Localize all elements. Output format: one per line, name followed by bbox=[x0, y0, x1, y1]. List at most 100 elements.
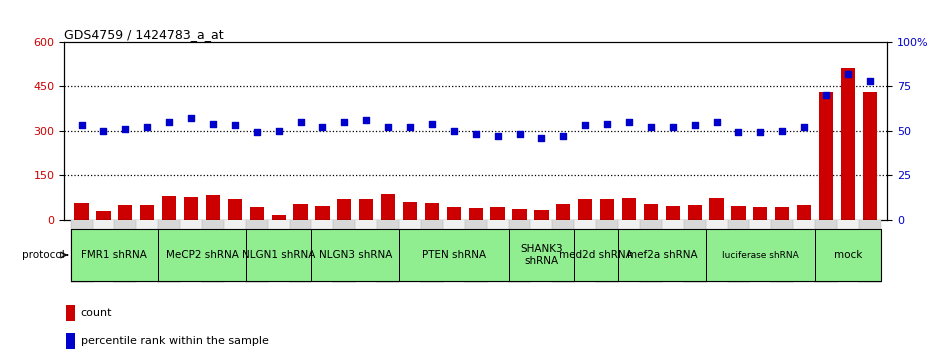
Bar bbox=[771, 220, 793, 283]
Bar bbox=[137, 220, 158, 283]
Text: percentile rank within the sample: percentile rank within the sample bbox=[81, 336, 268, 346]
Bar bbox=[622, 198, 636, 220]
Point bbox=[227, 122, 242, 128]
Bar bbox=[797, 205, 811, 220]
Point bbox=[643, 124, 658, 130]
Bar bbox=[750, 220, 771, 283]
FancyBboxPatch shape bbox=[71, 229, 158, 281]
Bar bbox=[688, 205, 702, 220]
Point bbox=[184, 115, 199, 121]
Bar bbox=[184, 197, 198, 220]
Text: PTEN shRNA: PTEN shRNA bbox=[422, 250, 486, 260]
FancyBboxPatch shape bbox=[618, 229, 706, 281]
Point bbox=[665, 124, 680, 130]
Text: mock: mock bbox=[834, 250, 862, 260]
Point bbox=[250, 130, 265, 135]
Bar bbox=[421, 220, 443, 283]
FancyBboxPatch shape bbox=[575, 229, 618, 281]
Bar bbox=[754, 207, 768, 220]
Bar bbox=[464, 220, 487, 283]
Text: SHANK3
shRNA: SHANK3 shRNA bbox=[520, 244, 562, 266]
Point bbox=[205, 121, 220, 126]
FancyBboxPatch shape bbox=[312, 229, 399, 281]
Bar bbox=[447, 207, 461, 220]
Bar bbox=[92, 220, 114, 283]
Point bbox=[512, 131, 527, 137]
Text: FMR1 shRNA: FMR1 shRNA bbox=[81, 250, 147, 260]
Bar bbox=[706, 220, 727, 283]
Bar bbox=[491, 207, 505, 220]
Bar bbox=[399, 220, 421, 283]
Point bbox=[490, 133, 505, 139]
Bar bbox=[67, 305, 75, 321]
Bar bbox=[863, 92, 877, 220]
FancyBboxPatch shape bbox=[509, 229, 575, 281]
Point bbox=[534, 135, 549, 141]
Text: protocol: protocol bbox=[22, 250, 64, 260]
Bar bbox=[643, 204, 658, 220]
Point bbox=[819, 92, 834, 98]
Bar bbox=[666, 206, 680, 220]
Bar bbox=[228, 199, 242, 220]
Bar bbox=[268, 220, 289, 283]
Bar bbox=[293, 204, 308, 220]
Bar bbox=[552, 220, 575, 283]
Point bbox=[271, 128, 286, 134]
Text: NLGN1 shRNA: NLGN1 shRNA bbox=[242, 250, 316, 260]
Point bbox=[139, 124, 154, 130]
Bar bbox=[775, 207, 789, 220]
Bar bbox=[140, 205, 154, 220]
Bar bbox=[271, 215, 285, 220]
Bar bbox=[250, 207, 264, 220]
Bar bbox=[119, 205, 133, 220]
FancyBboxPatch shape bbox=[158, 229, 246, 281]
Point bbox=[402, 124, 417, 130]
Bar bbox=[359, 199, 373, 220]
Bar bbox=[815, 220, 837, 283]
Bar bbox=[793, 220, 815, 283]
Text: luciferase shRNA: luciferase shRNA bbox=[722, 250, 799, 260]
Point bbox=[709, 119, 724, 125]
Bar bbox=[640, 220, 662, 283]
Bar bbox=[74, 203, 89, 220]
Bar bbox=[355, 220, 377, 283]
Text: MeCP2 shRNA: MeCP2 shRNA bbox=[166, 250, 238, 260]
Bar bbox=[709, 198, 723, 220]
Point bbox=[74, 122, 89, 128]
Bar bbox=[600, 199, 614, 220]
FancyBboxPatch shape bbox=[815, 229, 881, 281]
Bar bbox=[316, 206, 330, 220]
Text: GDS4759 / 1424783_a_at: GDS4759 / 1424783_a_at bbox=[64, 28, 223, 41]
Bar bbox=[819, 92, 833, 220]
Bar bbox=[289, 220, 312, 283]
Bar bbox=[381, 193, 396, 220]
Point bbox=[577, 122, 593, 128]
Bar bbox=[596, 220, 618, 283]
Point bbox=[447, 128, 462, 134]
Bar bbox=[333, 220, 355, 283]
Point bbox=[622, 119, 637, 125]
Bar bbox=[684, 220, 706, 283]
Bar bbox=[114, 220, 137, 283]
Bar bbox=[162, 196, 176, 220]
Bar bbox=[727, 220, 750, 283]
Bar bbox=[556, 204, 571, 220]
Bar bbox=[158, 220, 180, 283]
Bar bbox=[530, 220, 552, 283]
Bar bbox=[575, 220, 596, 283]
Bar bbox=[534, 210, 548, 220]
Bar bbox=[841, 68, 855, 220]
Point bbox=[162, 119, 177, 125]
Bar bbox=[403, 203, 417, 220]
FancyBboxPatch shape bbox=[706, 229, 815, 281]
Point bbox=[425, 121, 440, 126]
Bar bbox=[67, 333, 75, 349]
Bar bbox=[425, 203, 439, 220]
Point bbox=[599, 121, 614, 126]
Text: med2d shRNA: med2d shRNA bbox=[560, 250, 633, 260]
Bar bbox=[859, 220, 881, 283]
Bar bbox=[202, 220, 224, 283]
Point bbox=[118, 126, 133, 132]
FancyBboxPatch shape bbox=[399, 229, 509, 281]
Text: mef2a shRNA: mef2a shRNA bbox=[626, 250, 697, 260]
